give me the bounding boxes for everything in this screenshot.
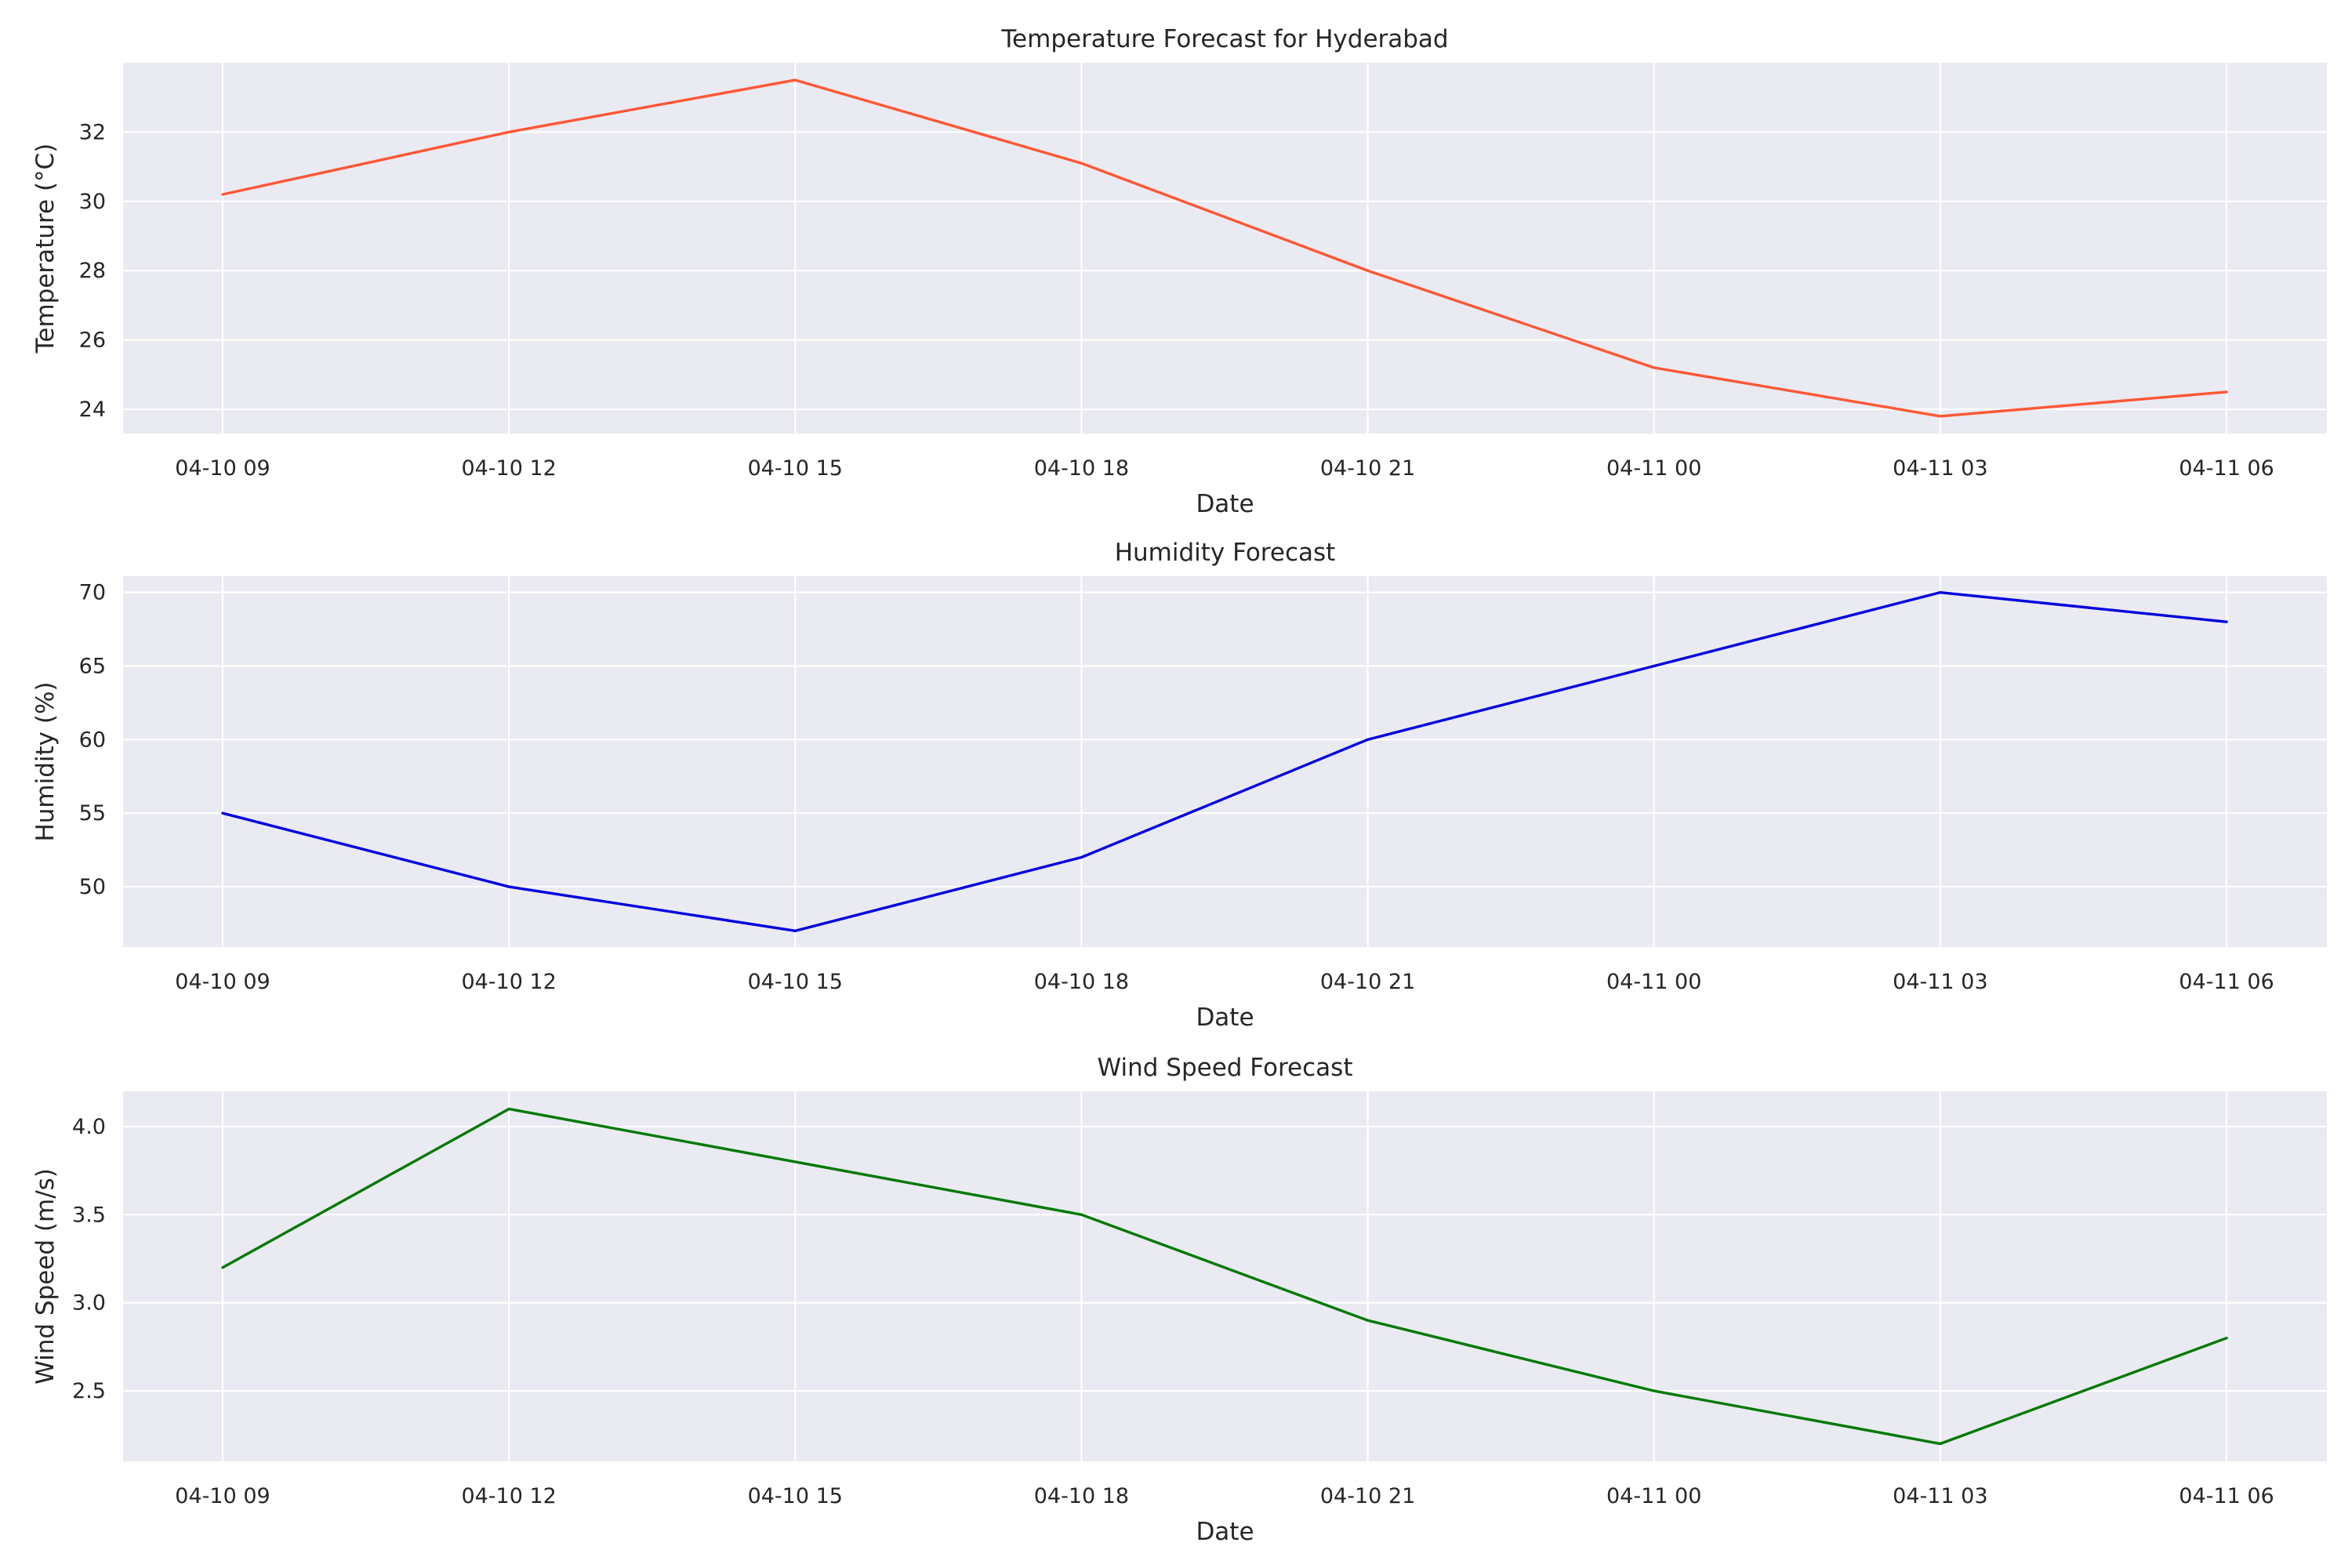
- y-tick-label: 30: [79, 190, 106, 214]
- subplot-2: 04-10 09 04-10 12 04-10 15 04-10 18 04-10 21…: [31, 539, 2327, 1032]
- y-axis-label: Temperature (°C): [31, 143, 60, 354]
- y-tick-label: 50: [79, 875, 106, 899]
- x-tick-label: 04-11 06: [2179, 970, 2274, 994]
- x-tick-label: 04-10 15: [748, 1484, 843, 1508]
- plot-area: [123, 1091, 2327, 1461]
- x-tick-label: 04-10 12: [461, 456, 556, 481]
- y-tick-label: 3.0: [72, 1291, 106, 1316]
- y-axis-label: Wind Speed (m/s): [31, 1168, 60, 1385]
- x-tick-label: 04-11 03: [1893, 456, 1987, 481]
- x-tick-label: 04-11 03: [1893, 1484, 1987, 1508]
- series-line: [221, 1107, 2228, 1446]
- x-tick-label: 04-10 12: [461, 970, 556, 994]
- chart-title: Temperature Forecast for Hyderabad: [1000, 25, 1448, 53]
- y-tick-label: 28: [79, 259, 106, 283]
- x-tick-label: 04-10 15: [748, 456, 843, 481]
- x-tick-label: 04-11 06: [2179, 456, 2274, 481]
- x-tick-label: 04-10 09: [175, 456, 270, 481]
- x-tick-label: 04-11 00: [1606, 456, 1701, 481]
- series-line: [221, 590, 2228, 933]
- x-axis-label: Date: [1196, 1004, 1254, 1032]
- y-axis-label: Humidity (%): [31, 681, 60, 841]
- x-tick-label: 04-11 03: [1893, 970, 1987, 994]
- x-tick-label: 04-10 12: [461, 1484, 556, 1508]
- y-tick-label: 55: [79, 801, 106, 826]
- x-tick-label: 04-10 09: [175, 970, 270, 994]
- subplot-3: 04-10 09 04-10 12 04-10 15 04-10 18 04-10 21…: [31, 1054, 2327, 1546]
- x-tick-label: 04-10 21: [1320, 456, 1415, 481]
- y-tick-label: 65: [79, 654, 106, 678]
- x-tick-label: 04-10 21: [1320, 1484, 1415, 1508]
- chart-title: Humidity Forecast: [1115, 539, 1336, 567]
- y-tick-label: 32: [79, 120, 106, 144]
- plot-area: [123, 576, 2327, 947]
- x-tick-label: 04-10 18: [1034, 1484, 1129, 1508]
- x-tick-label: 04-10 18: [1034, 970, 1129, 994]
- x-tick-label: 04-10 21: [1320, 970, 1415, 994]
- x-tick-label: 04-11 06: [2179, 1484, 2274, 1508]
- y-tick-label: 4.0: [72, 1115, 106, 1139]
- series-line: [221, 78, 2228, 418]
- x-tick-label: 04-11 00: [1606, 1484, 1701, 1508]
- y-tick-label: 2.5: [72, 1379, 106, 1403]
- x-tick-label: 04-10 09: [175, 1484, 270, 1508]
- y-tick-label: 3.5: [72, 1203, 106, 1227]
- y-tick-label: 60: [79, 728, 106, 752]
- x-axis-label: Date: [1196, 490, 1254, 518]
- y-tick-label: 26: [79, 328, 106, 353]
- x-tick-label: 04-10 15: [748, 970, 843, 994]
- y-tick-label: 24: [79, 397, 106, 422]
- plot-area: [123, 63, 2327, 434]
- y-tick-label: 70: [79, 581, 106, 605]
- x-tick-label: 04-10 18: [1034, 456, 1129, 481]
- x-tick-label: 04-11 00: [1606, 970, 1701, 994]
- subplot-1: 04-10 09 04-10 12 04-10 15 04-10 18 04-10 21…: [31, 25, 2327, 518]
- x-axis-label: Date: [1196, 1518, 1254, 1546]
- chart-title: Wind Speed Forecast: [1098, 1054, 1353, 1082]
